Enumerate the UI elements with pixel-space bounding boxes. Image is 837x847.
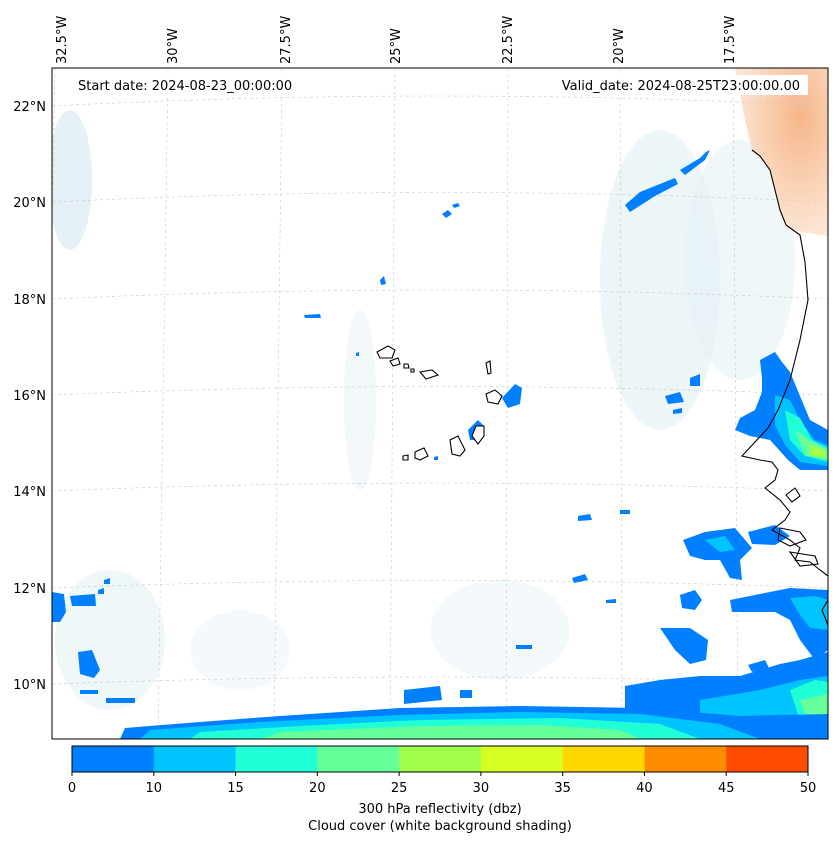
colorbar-cell: [153, 746, 237, 772]
colorbar-ticks: 0 10 15 20 25 30 35 40 45 50: [68, 772, 816, 796]
colorbar-tick-label: 50: [800, 781, 817, 796]
start-date-box: [72, 75, 320, 95]
lon-label: 30°W: [166, 28, 181, 64]
valid-date-box: [538, 75, 808, 95]
colorbar-tick-label: 35: [554, 781, 571, 796]
colorbar-cell: [235, 746, 318, 772]
colorbar-tick-label: 30: [473, 781, 490, 796]
map-frame: [51, 67, 829, 740]
lon-label: 22.5°W: [501, 16, 516, 64]
lon-label: 32.5°W: [55, 16, 70, 64]
lon-label: 17.5°W: [723, 16, 738, 64]
lon-label: 27.5°W: [279, 16, 294, 64]
lat-label: 16°N: [13, 389, 46, 404]
colorbar-tick-label: 15: [227, 781, 244, 796]
africa-land-shading: [735, 68, 828, 236]
colorbar: 0 10 15 20 25 30 35 40 45 50 300 hPa reflectivity…: [68, 745, 816, 834]
colorbar-frame: [71, 745, 809, 773]
coastlines: [740, 149, 828, 626]
cape-verde-islands: [376, 345, 503, 461]
colorbar-tick-label: 20: [309, 781, 326, 796]
graticule: [52, 68, 828, 739]
lat-label: 20°N: [13, 196, 46, 211]
lat-label: 12°N: [13, 582, 46, 597]
map-panel: Start date: 2024-08-23_00:00:00 Valid_da…: [52, 68, 828, 739]
latitude-labels: 22°N 20°N 18°N 16°N 14°N 12°N 10°N: [13, 100, 46, 693]
colorbar-tick-label: 25: [391, 781, 408, 796]
colorbar-tick-label: 40: [636, 781, 653, 796]
start-date-label: Start date: 2024-08-23_00:00:00: [78, 79, 292, 94]
valid-date-label: Valid_date: 2024-08-25T23:00:00.00: [562, 79, 800, 94]
colorbar-cell: [480, 746, 564, 772]
colorbar-cell: [72, 746, 155, 772]
colorbar-label: 300 hPa reflectivity (dbz): [358, 802, 521, 817]
colorbar-cells: [72, 746, 809, 772]
lat-label: 18°N: [13, 293, 46, 308]
lon-label: 25°W: [389, 28, 404, 64]
colorbar-tick-label: 45: [718, 781, 735, 796]
colorbar-tick-label: 10: [146, 781, 163, 796]
lat-label: 22°N: [13, 100, 46, 115]
lat-label: 10°N: [13, 678, 46, 693]
lat-label: 14°N: [13, 485, 46, 500]
colorbar-sublabel: Cloud cover (white background shading): [308, 819, 572, 834]
longitude-labels: 32.5°W 30°W 27.5°W 25°W 22.5°W 20°W 17.5…: [55, 16, 738, 64]
colorbar-cell: [317, 746, 400, 772]
colorbar-cell: [726, 746, 809, 772]
colorbar-cell: [644, 746, 727, 772]
lon-label: 20°W: [612, 28, 627, 64]
colorbar-cell: [399, 746, 482, 772]
reflectivity-patches: [52, 150, 828, 739]
colorbar-tick-label: 0: [68, 781, 76, 796]
colorbar-cell: [562, 746, 645, 772]
